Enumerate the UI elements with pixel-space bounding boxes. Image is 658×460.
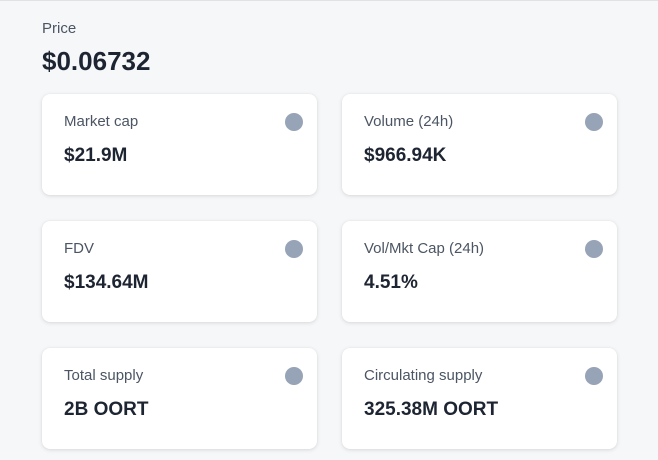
price-label: Price (42, 20, 77, 37)
stat-card: Total supply 2B OORT (42, 348, 317, 449)
price-value: $0.06732 (42, 46, 151, 76)
stat-value: $134.64M (64, 272, 149, 293)
stat-card: FDV $134.64M (42, 221, 317, 322)
stat-label: Vol/Mkt Cap (24h) (364, 240, 485, 257)
stat-label: Market cap (64, 113, 139, 130)
info-icon[interactable] (285, 240, 303, 258)
info-icon[interactable] (585, 240, 603, 258)
info-icon[interactable] (285, 113, 303, 131)
info-icon[interactable] (585, 113, 603, 131)
stat-label: Volume (24h) (364, 113, 454, 130)
stat-card: Market cap $21.9M (42, 94, 317, 195)
stat-card: Circulating supply 325.38M OORT (342, 348, 617, 449)
info-icon[interactable] (585, 367, 603, 385)
stat-value: $966.94K (364, 145, 447, 166)
stat-label: FDV (64, 240, 94, 257)
stat-value: $21.9M (64, 145, 128, 166)
stat-value: 325.38M OORT (364, 399, 499, 420)
stat-card: Vol/Mkt Cap (24h) 4.51% (342, 221, 617, 322)
info-icon[interactable] (285, 367, 303, 385)
stat-card: Volume (24h) $966.94K (342, 94, 617, 195)
stat-label: Circulating supply (364, 367, 483, 384)
stat-label: Total supply (64, 367, 144, 384)
stat-value: 2B OORT (64, 399, 149, 420)
stat-value: 4.51% (364, 272, 418, 293)
stats-grid: Market cap $21.9M Volume (24h) $966.94K FDV $… (42, 94, 617, 449)
